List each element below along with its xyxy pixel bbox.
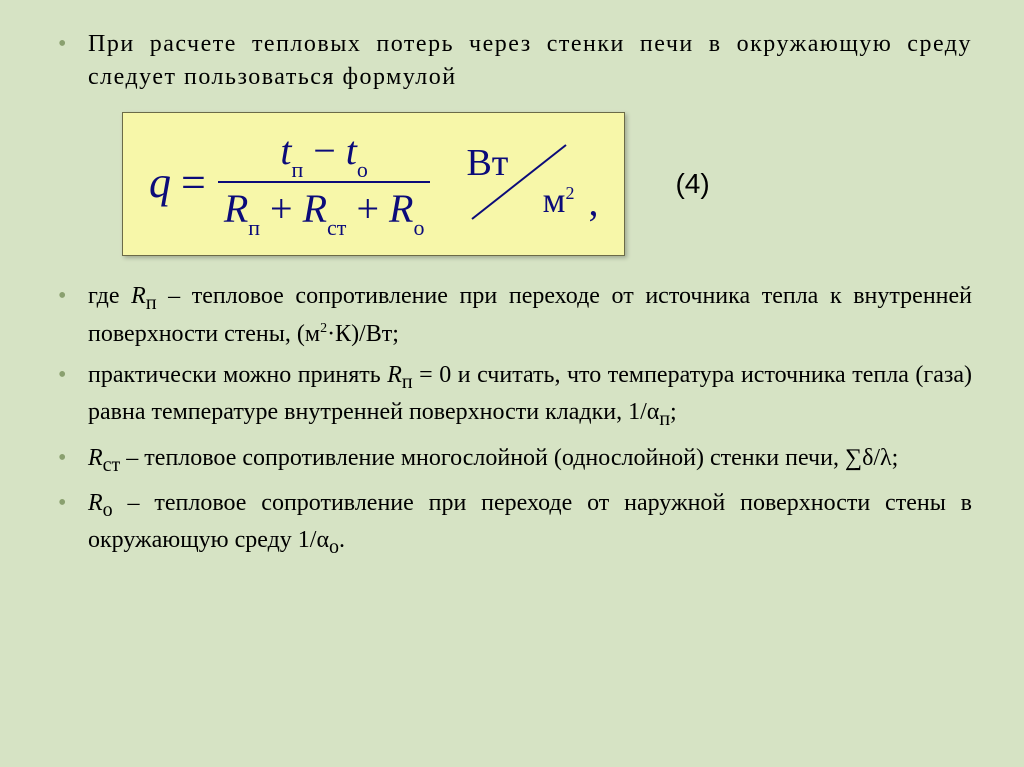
unit-bot: м2 (543, 179, 575, 221)
formula-denominator: Rп + Rст + Rо (218, 185, 431, 237)
b2-sub: п (146, 292, 157, 314)
unit-bot-base: м (543, 180, 566, 220)
b4-post: – тепловое сопротивление многослойной (о… (120, 445, 898, 471)
bullet-1-text: При расчете тепловых потерь через стенки… (88, 31, 972, 90)
b2-var: R (131, 283, 146, 309)
bullet-1: При расчете тепловых потерь через стенки… (52, 28, 972, 94)
num-minus: − (303, 128, 346, 173)
b3-sub2: п (659, 408, 670, 430)
b4-sub: ст (103, 453, 121, 475)
slide-container: При расчете тепловых потерь через стенки… (0, 0, 1024, 767)
formula-units: Вт м2 (454, 137, 584, 227)
b3-tail: ; (670, 399, 677, 425)
b3-sub: п (402, 371, 413, 393)
bullet-3: практически можно принять Rп = 0 и счита… (52, 359, 972, 434)
bullet-list-2: где Rп – тепловое сопротивление при пере… (52, 280, 972, 561)
b3-var: R (387, 362, 402, 388)
formula-numerator: tп − tо (274, 127, 374, 179)
den-sub3: о (413, 215, 424, 240)
formula-lhs: q (149, 157, 171, 208)
den-r1: R (224, 186, 248, 231)
b4-var: R (88, 445, 103, 471)
b5-sub: о (103, 499, 113, 521)
den-sub1: п (248, 215, 260, 240)
den-plus1: + (260, 186, 303, 231)
den-r2: R (303, 186, 327, 231)
formula-comma: , (588, 178, 598, 237)
den-r3: R (389, 186, 413, 231)
unit-bot-exp: 2 (565, 183, 574, 203)
bullet-4: Rст – тепловое сопротивление многослойно… (52, 442, 972, 479)
b2-sup: 2 (320, 321, 327, 336)
b2-pre: где (88, 283, 131, 309)
bullet-2: где Rп – тепловое сопротивление при пере… (52, 280, 972, 351)
num-sub2: о (357, 157, 368, 182)
b5-post: – тепловое сопротивление при переходе от… (88, 490, 972, 553)
b5-var: R (88, 490, 103, 516)
b2-tail: ·К)/Вт; (327, 321, 399, 347)
num-t2: t (346, 128, 357, 173)
num-t1: t (280, 128, 291, 173)
formula-row: q = tп − tо Rп + Rст + Rо Вт м2 (122, 112, 972, 256)
b3-pre: практически можно принять (88, 362, 387, 388)
formula-box: q = tп − tо Rп + Rст + Rо Вт м2 (122, 112, 625, 256)
b5-tail: . (339, 527, 345, 553)
num-sub1: п (291, 157, 303, 182)
den-plus2: + (346, 186, 389, 231)
formula-fraction: tп − tо Rп + Rст + Rо (218, 127, 431, 237)
b2-post: – тепловое сопротивление при переходе от… (88, 283, 972, 346)
fraction-bar (218, 181, 431, 183)
unit-top: Вт (466, 141, 508, 185)
bullet-list: При расчете тепловых потерь через стенки… (52, 28, 972, 94)
den-sub2: ст (327, 215, 346, 240)
b5-sub2: о (329, 536, 339, 558)
formula-equals: = (181, 157, 206, 208)
bullet-5: Rо – тепловое сопротивление при переходе… (52, 487, 972, 562)
equation-number: (4) (675, 168, 709, 200)
